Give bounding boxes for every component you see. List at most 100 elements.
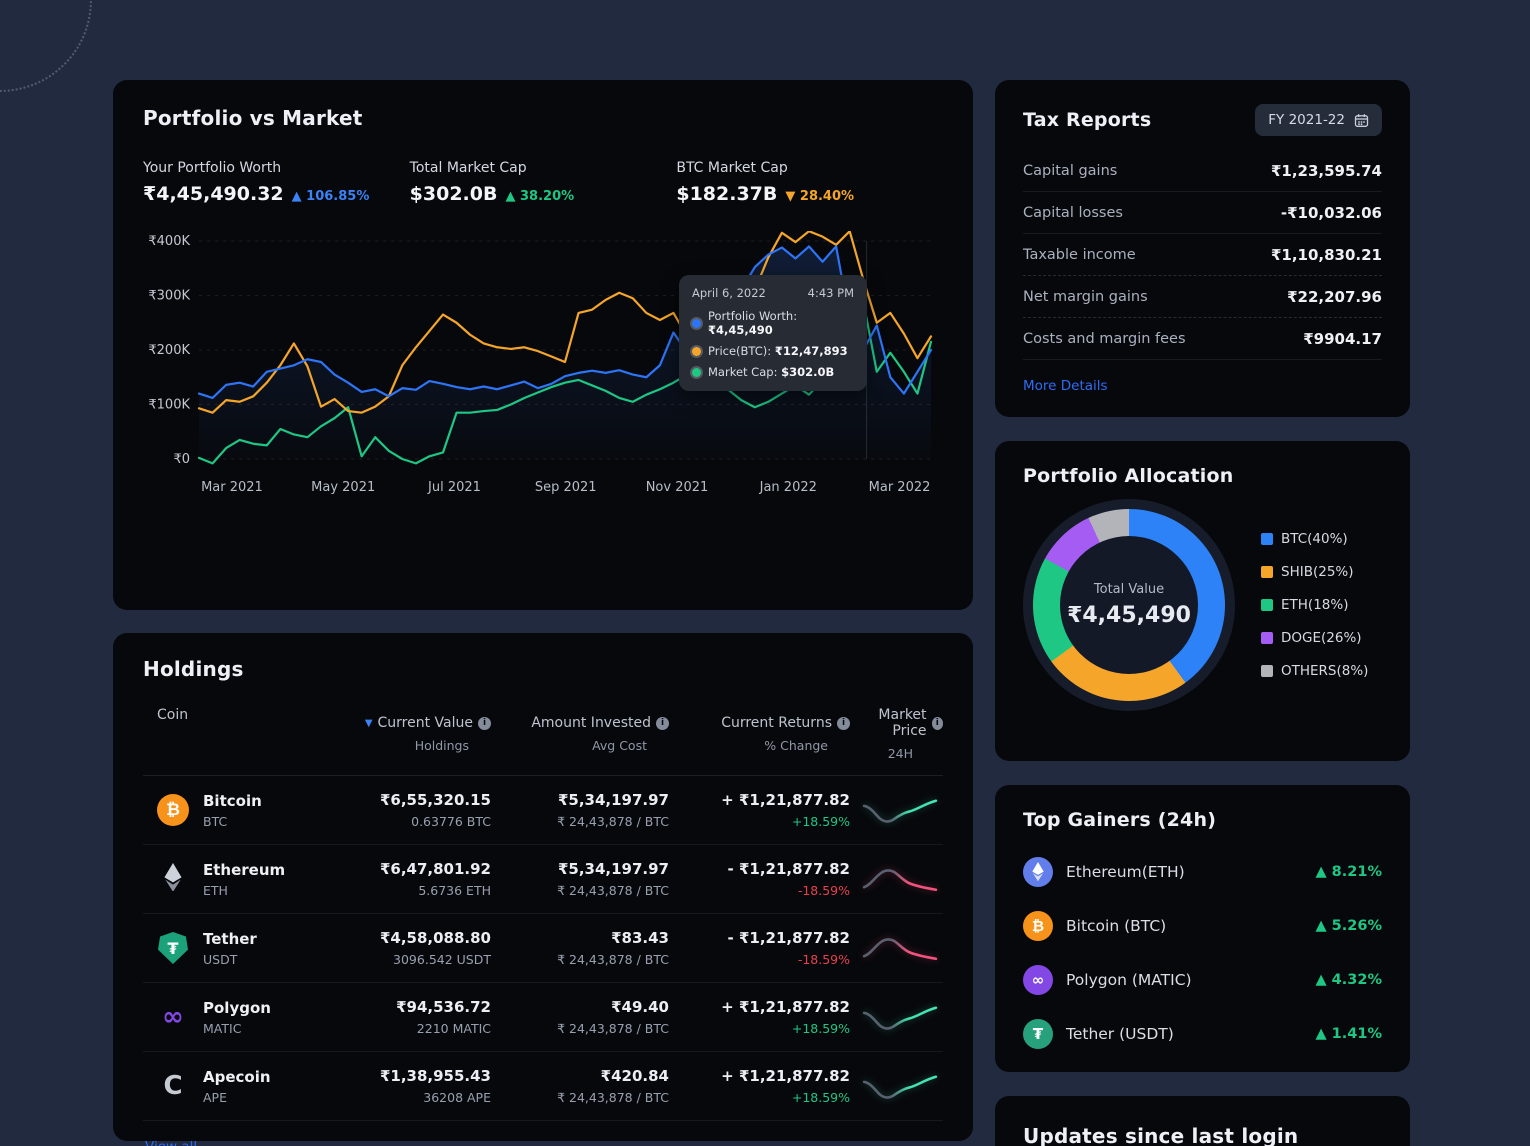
fiscal-year-selector[interactable]: FY 2021-22 [1255, 104, 1382, 136]
svg-text:₹100K: ₹100K [148, 398, 190, 413]
holdings-card: Holdings Coin ▼ Current Value i Holdings A… [113, 633, 973, 1146]
gainer-row[interactable]: ₮ Tether (USDT) ▲ 1.41% [1023, 1007, 1382, 1061]
svg-text:Mar 2021: Mar 2021 [201, 480, 263, 495]
legend-swatch-icon [1261, 632, 1273, 644]
legend-label: BTC(40%) [1281, 531, 1348, 547]
more-details-link[interactable]: More Details [1023, 378, 1108, 394]
legend-swatch-icon [1261, 599, 1273, 611]
tooltip-date: April 6, 2022 [692, 286, 766, 300]
info-icon[interactable]: i [656, 716, 669, 730]
legend-label: DOGE(26%) [1281, 630, 1362, 646]
gainer-name: Tether (USDT) [1066, 1025, 1174, 1043]
gainer-row[interactable]: Ethereum(ETH) ▲ 8.21% [1023, 845, 1382, 899]
col-current-returns[interactable]: Current Returns i % Change [669, 715, 850, 753]
market-stat: Your Portfolio Worth ₹4,45,490.32 ▲ 106.85… [143, 160, 410, 205]
price-sparkline [862, 869, 938, 892]
legend-item[interactable]: BTC(40%) [1261, 531, 1368, 547]
tax-row: Capital losses -₹10,032.06 [1023, 192, 1382, 234]
col-current-value[interactable]: ▼ Current Value i Holdings [363, 715, 491, 753]
calendar-icon [1354, 113, 1369, 127]
top-gainers-list: Ethereum(ETH) ▲ 8.21% ₿ Bitcoin (BTC) ▲ 5.26… [1023, 845, 1382, 1061]
tooltip-row: Portfolio Worth: ₹4,45,490 [692, 309, 854, 337]
tax-row-value: ₹9904.17 [1303, 329, 1382, 348]
svg-text:Mar 2022: Mar 2022 [869, 480, 931, 495]
svg-text:Jan 2022: Jan 2022 [759, 480, 817, 495]
tax-rows: Capital gains ₹1,23,595.74 Capital losses -… [1023, 150, 1382, 360]
portfolio-vs-market-title: Portfolio vs Market [143, 106, 363, 130]
tooltip-row: Price(BTC): ₹12,47,893 [692, 344, 854, 358]
current-returns-cell: - ₹1,21,877.82 -18.59% [727, 929, 850, 967]
current-returns-cell: - ₹1,21,877.82 -18.59% [727, 860, 850, 898]
legend-swatch-icon [1261, 566, 1273, 578]
tooltip-rows: Portfolio Worth: ₹4,45,490 Price(BTC): ₹1… [692, 309, 854, 379]
holdings-row-ape[interactable]: C Apecoin APE ₹1,38,955.43 36208 APE ₹420.84 ₹… [143, 1052, 943, 1121]
tax-row-label: Net margin gains [1023, 288, 1148, 305]
tax-row-label: Capital gains [1023, 162, 1118, 179]
legend-item[interactable]: OTHERS(8%) [1261, 663, 1368, 679]
allocation-donut-chart[interactable]: Total Value ₹4,45,490 [1033, 509, 1225, 701]
coin-name: Bitcoin [203, 791, 262, 810]
portfolio-allocation-title: Portfolio Allocation [1023, 465, 1234, 487]
col-market-price[interactable]: Market Price i 24H [850, 707, 943, 761]
holdings-table-body: ₿ Bitcoin BTC ₹6,55,320.15 0.63776 BTC ₹5,34,… [143, 776, 943, 1121]
tooltip-row: Market Cap: $302.0B [692, 365, 854, 379]
svg-text:Jul 2021: Jul 2021 [427, 480, 481, 495]
gainer-change: ▲ 5.26% [1315, 918, 1382, 934]
tax-row-label: Costs and margin fees [1023, 330, 1186, 347]
portfolio-allocation-card: Portfolio Allocation Total Value ₹4,45,4… [995, 441, 1410, 761]
btc-icon: ₿ [1023, 911, 1053, 941]
holdings-table-header: Coin ▼ Current Value i Holdings Amount Inv… [143, 707, 943, 776]
holdings-row-usdt[interactable]: ₮ Tether USDT ₹4,58,088.80 3096.542 USDT ₹83.… [143, 914, 943, 983]
info-icon[interactable]: i [931, 716, 943, 730]
updates-title: Updates since last login [1023, 1124, 1299, 1146]
svg-text:Nov 2021: Nov 2021 [646, 480, 709, 495]
stat-value: $302.0B [409, 183, 498, 205]
tax-row-label: Taxable income [1023, 246, 1136, 263]
right-column: Tax Reports FY 2021-22 Capital gains ₹1,2… [995, 80, 1410, 1146]
gainer-row[interactable]: ₿ Bitcoin (BTC) ▲ 5.26% [1023, 899, 1382, 953]
left-column: Portfolio vs Market Your Portfolio Worth… [113, 80, 973, 1146]
matic-icon: ∞ [1023, 965, 1053, 995]
tax-row: Net margin gains ₹22,207.96 [1023, 276, 1382, 318]
info-icon[interactable]: i [837, 716, 850, 730]
coin-name: Ethereum [203, 860, 286, 879]
gainer-change: ▲ 4.32% [1315, 972, 1382, 988]
series-dot-icon [692, 346, 701, 356]
legend-item[interactable]: DOGE(26%) [1261, 630, 1368, 646]
gainer-name: Bitcoin (BTC) [1066, 917, 1167, 935]
donut-total-label: Total Value [1093, 582, 1165, 597]
amount-invested-cell: ₹49.40 ₹ 24,43,878 / BTC [557, 998, 669, 1036]
coin-symbol: MATIC [203, 1020, 242, 1036]
holdings-row-matic[interactable]: ∞ Polygon MATIC ₹94,536.72 2210 MATIC ₹49.40 ₹… [143, 983, 943, 1052]
gainer-row[interactable]: ∞ Polygon (MATIC) ▲ 4.32% [1023, 953, 1382, 1007]
current-value-cell: ₹6,47,801.92 5.6736 ETH [379, 860, 491, 898]
stat-label: Total Market Cap [409, 160, 527, 176]
holdings-title: Holdings [143, 657, 244, 681]
portfolio-chart[interactable]: ₹400K ₹300K ₹200K ₹100K ₹0 Mar 2021 May 2021 Ju… [143, 230, 943, 503]
tax-row: Taxable income ₹1,10,830.21 [1023, 234, 1382, 276]
svg-text:Sep 2021: Sep 2021 [535, 480, 597, 495]
top-gainers-title: Top Gainers (24h) [1023, 809, 1217, 831]
price-sparkline [862, 1006, 938, 1030]
col-amount-invested[interactable]: Amount Invested i Avg Cost [491, 715, 669, 753]
current-value-cell: ₹94,536.72 2210 MATIC [396, 998, 491, 1036]
usdt-icon: ₮ [1023, 1019, 1053, 1049]
current-value-cell: ₹1,38,955.43 36208 APE [379, 1067, 491, 1105]
price-sparkline [862, 799, 938, 823]
legend-item[interactable]: SHIB(25%) [1261, 564, 1368, 580]
donut-total-value: ₹4,45,490 [1067, 603, 1191, 628]
legend-item[interactable]: ETH(18%) [1261, 597, 1368, 613]
sort-desc-icon[interactable]: ▼ [364, 717, 373, 729]
legend-label: OTHERS(8%) [1281, 663, 1369, 679]
legend-swatch-icon [1261, 533, 1273, 545]
holdings-row-btc[interactable]: ₿ Bitcoin BTC ₹6,55,320.15 0.63776 BTC ₹5,34,… [143, 776, 943, 845]
current-returns-cell: + ₹1,21,877.82 +18.59% [721, 998, 850, 1036]
view-all-link[interactable]: View all [145, 1139, 197, 1146]
svg-text:₹400K: ₹400K [148, 234, 190, 249]
current-value-cell: ₹4,58,088.80 3096.542 USDT [379, 929, 491, 967]
price-sparkline [862, 1075, 938, 1099]
holdings-row-eth[interactable]: Ethereum ETH ₹6,47,801.92 5.6736 ETH ₹5,34,1… [143, 845, 943, 914]
info-icon[interactable]: i [478, 716, 491, 730]
coin-name: Tether [203, 929, 257, 948]
